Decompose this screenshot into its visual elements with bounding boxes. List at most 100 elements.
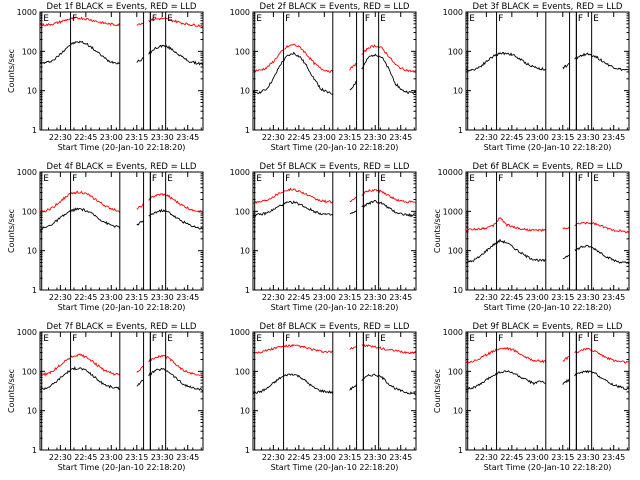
time-marker-label: F bbox=[498, 14, 503, 24]
y-tick-label: 10 bbox=[240, 407, 250, 416]
series-events-line bbox=[465, 369, 630, 391]
panel-title: Det 3f BLACK = Events, RED = LLD bbox=[473, 2, 623, 12]
x-tick-label: 23:00 bbox=[526, 293, 549, 302]
x-tick-label: 22:30 bbox=[475, 453, 498, 462]
time-marker-label: F bbox=[72, 174, 77, 184]
y-axis-label: Counts/sec bbox=[7, 369, 16, 413]
x-axis-label: Start Time (20-Jan-10 22:18:20) bbox=[58, 143, 186, 152]
panel-title: Det 6f BLACK = Events, RED = LLD bbox=[473, 162, 623, 172]
x-tick-label: 22:30 bbox=[262, 293, 285, 302]
x-tick-label: 22:45 bbox=[74, 133, 97, 142]
x-axis-label: Start Time (20-Jan-10 22:18:20) bbox=[271, 303, 399, 312]
x-tick-label: 23:45 bbox=[389, 293, 412, 302]
panel-det-4: Det 4f BLACK = Events, RED = LLD 1 10 100 10… bbox=[7, 162, 204, 312]
panel-det-1: Det 1f BLACK = Events, RED = LLD 1 10 100 10… bbox=[7, 2, 204, 152]
time-marker-label: F bbox=[152, 174, 157, 184]
x-tick-label: 22:30 bbox=[262, 453, 285, 462]
y-tick-label: 1 bbox=[458, 126, 463, 135]
y-tick-label: 100 bbox=[22, 207, 37, 216]
y-tick-label: 1000 bbox=[230, 8, 250, 17]
x-tick-label: 23:30 bbox=[364, 453, 387, 462]
y-tick-label: 1000 bbox=[17, 8, 37, 17]
time-marker-label: E bbox=[380, 334, 386, 344]
x-tick-label: 22:45 bbox=[500, 453, 523, 462]
x-tick-label: 22:45 bbox=[287, 453, 310, 462]
x-tick-label: 22:30 bbox=[262, 133, 285, 142]
time-marker-label: F bbox=[285, 14, 290, 24]
time-marker-label: F bbox=[578, 334, 583, 344]
y-tick-label: 1 bbox=[245, 286, 250, 295]
x-tick-label: 23:00 bbox=[100, 133, 123, 142]
panel-det-3: Det 3f BLACK = Events, RED = LLD 1 10 100 10… bbox=[443, 2, 630, 152]
x-tick-label: 23:45 bbox=[602, 453, 625, 462]
panel-title: Det 8f BLACK = Events, RED = LLD bbox=[260, 322, 410, 332]
series-lld-line bbox=[465, 346, 630, 364]
time-marker-label: F bbox=[72, 334, 77, 344]
series-lld-line bbox=[252, 187, 417, 204]
time-marker-label: E bbox=[469, 174, 475, 184]
y-tick-label: 10 bbox=[453, 87, 463, 96]
series-lld-line bbox=[252, 343, 417, 355]
x-tick-label: 23:30 bbox=[577, 293, 600, 302]
x-tick-label: 23:30 bbox=[151, 293, 174, 302]
panel-det-8: Det 8f BLACK = Events, RED = LLD 1 10 100 10… bbox=[230, 322, 417, 472]
x-tick-label: 23:45 bbox=[176, 293, 199, 302]
series-events-line bbox=[465, 52, 630, 72]
panel-det-5: Det 5f BLACK = Events, RED = LLD 1 10 100 10… bbox=[230, 162, 417, 312]
series-events-line bbox=[39, 366, 204, 392]
x-tick-label: 23:45 bbox=[602, 293, 625, 302]
x-tick-label: 23:15 bbox=[338, 133, 361, 142]
time-marker-label: E bbox=[167, 334, 173, 344]
x-tick-label: 23:15 bbox=[125, 453, 148, 462]
time-marker-label: E bbox=[167, 14, 173, 24]
x-axis-label: Start Time (20-Jan-10 22:18:20) bbox=[58, 463, 186, 472]
y-axis-label: Counts/sec bbox=[7, 209, 16, 253]
panel-title: Det 4f BLACK = Events, RED = LLD bbox=[47, 162, 197, 172]
series-events-line bbox=[39, 40, 204, 66]
x-tick-label: 23:45 bbox=[389, 133, 412, 142]
y-tick-label: 10 bbox=[453, 286, 463, 295]
time-marker-label: E bbox=[256, 14, 262, 24]
plot-frame bbox=[252, 171, 417, 291]
time-marker-label: F bbox=[152, 14, 157, 24]
x-tick-label: 23:15 bbox=[338, 293, 361, 302]
time-marker-label: F bbox=[578, 14, 583, 24]
x-tick-label: 22:45 bbox=[500, 293, 523, 302]
y-tick-label: 1000 bbox=[230, 328, 250, 337]
y-tick-label: 100 bbox=[448, 47, 463, 56]
plot-frame bbox=[252, 331, 417, 451]
time-marker-label: F bbox=[152, 334, 157, 344]
x-tick-label: 22:30 bbox=[49, 453, 72, 462]
x-tick-label: 23:15 bbox=[125, 293, 148, 302]
time-marker-label: E bbox=[43, 334, 49, 344]
panel-det-2: Det 2f BLACK = Events, RED = LLD 1 10 100 10… bbox=[230, 2, 417, 152]
x-tick-label: 23:30 bbox=[577, 453, 600, 462]
y-tick-label: 100 bbox=[22, 47, 37, 56]
y-tick-label: 1 bbox=[245, 446, 250, 455]
y-tick-label: 1000 bbox=[17, 328, 37, 337]
panel-title: Det 2f BLACK = Events, RED = LLD bbox=[260, 2, 410, 12]
panel-title: Det 7f BLACK = Events, RED = LLD bbox=[47, 322, 197, 332]
y-tick-label: 10 bbox=[27, 87, 37, 96]
x-tick-label: 22:30 bbox=[49, 293, 72, 302]
plot-frame bbox=[465, 11, 630, 131]
x-tick-label: 23:00 bbox=[313, 453, 336, 462]
x-tick-label: 23:45 bbox=[176, 133, 199, 142]
x-tick-label: 23:30 bbox=[151, 133, 174, 142]
x-tick-label: 23:00 bbox=[313, 293, 336, 302]
series-lld-line bbox=[39, 353, 204, 378]
x-tick-label: 23:45 bbox=[176, 453, 199, 462]
series-lld-line bbox=[252, 43, 417, 73]
y-tick-label: 10000 bbox=[438, 168, 463, 177]
x-tick-label: 22:45 bbox=[74, 453, 97, 462]
x-tick-label: 23:00 bbox=[100, 453, 123, 462]
x-tick-label: 23:00 bbox=[100, 293, 123, 302]
plot-frame bbox=[39, 11, 204, 131]
y-tick-label: 10 bbox=[453, 407, 463, 416]
y-tick-label: 100 bbox=[235, 367, 250, 376]
x-tick-label: 23:30 bbox=[364, 133, 387, 142]
plot-frame bbox=[465, 331, 630, 451]
y-tick-label: 1000 bbox=[17, 168, 37, 177]
panel-title: Det 1f BLACK = Events, RED = LLD bbox=[47, 2, 197, 12]
x-tick-label: 23:30 bbox=[151, 453, 174, 462]
